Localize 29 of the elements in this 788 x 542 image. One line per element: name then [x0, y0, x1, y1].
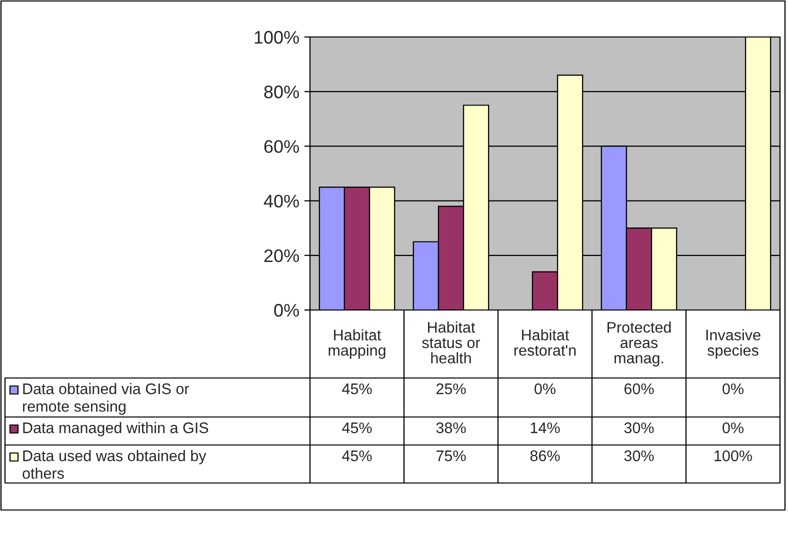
y-tick-label: 0% — [274, 304, 299, 317]
y-tick-label: 40% — [264, 194, 299, 208]
data-label: 100% — [714, 450, 752, 462]
x-tick-label: Habitat status or health — [422, 322, 480, 364]
legend-label: Data obtained via GIS or remote sensing — [23, 383, 190, 415]
x-tick-label: Invasive species — [706, 329, 760, 359]
legend-label: Data used was obtained by others — [22, 450, 206, 479]
data-label: 0% — [722, 383, 744, 394]
y-tick-label: 60% — [264, 140, 299, 153]
data-label: 30% — [624, 450, 654, 462]
data-label: 45% — [342, 422, 372, 434]
data-label: 60% — [624, 383, 654, 394]
data-label: 25% — [436, 383, 466, 394]
data-label: 0% — [722, 422, 744, 434]
data-label: 45% — [342, 450, 372, 462]
y-tick-label: 100% — [254, 30, 299, 44]
x-tick-label: Protected areas manag. — [608, 322, 671, 366]
y-tick-label: 80% — [264, 86, 299, 98]
data-label: 75% — [436, 450, 466, 462]
legend-label: Data managed within a GIS — [23, 422, 208, 436]
x-tick-label: Habitat mapping — [328, 329, 386, 359]
x-tick-label: Habitat restorat'n — [514, 329, 576, 356]
y-tick-label: 20% — [264, 249, 299, 262]
data-label: 30% — [624, 422, 654, 434]
data-label: 0% — [534, 383, 556, 394]
data-label: 45% — [342, 383, 372, 394]
data-label: 86% — [530, 450, 560, 462]
data-label: 38% — [436, 422, 466, 434]
data-label: 14% — [530, 422, 560, 434]
